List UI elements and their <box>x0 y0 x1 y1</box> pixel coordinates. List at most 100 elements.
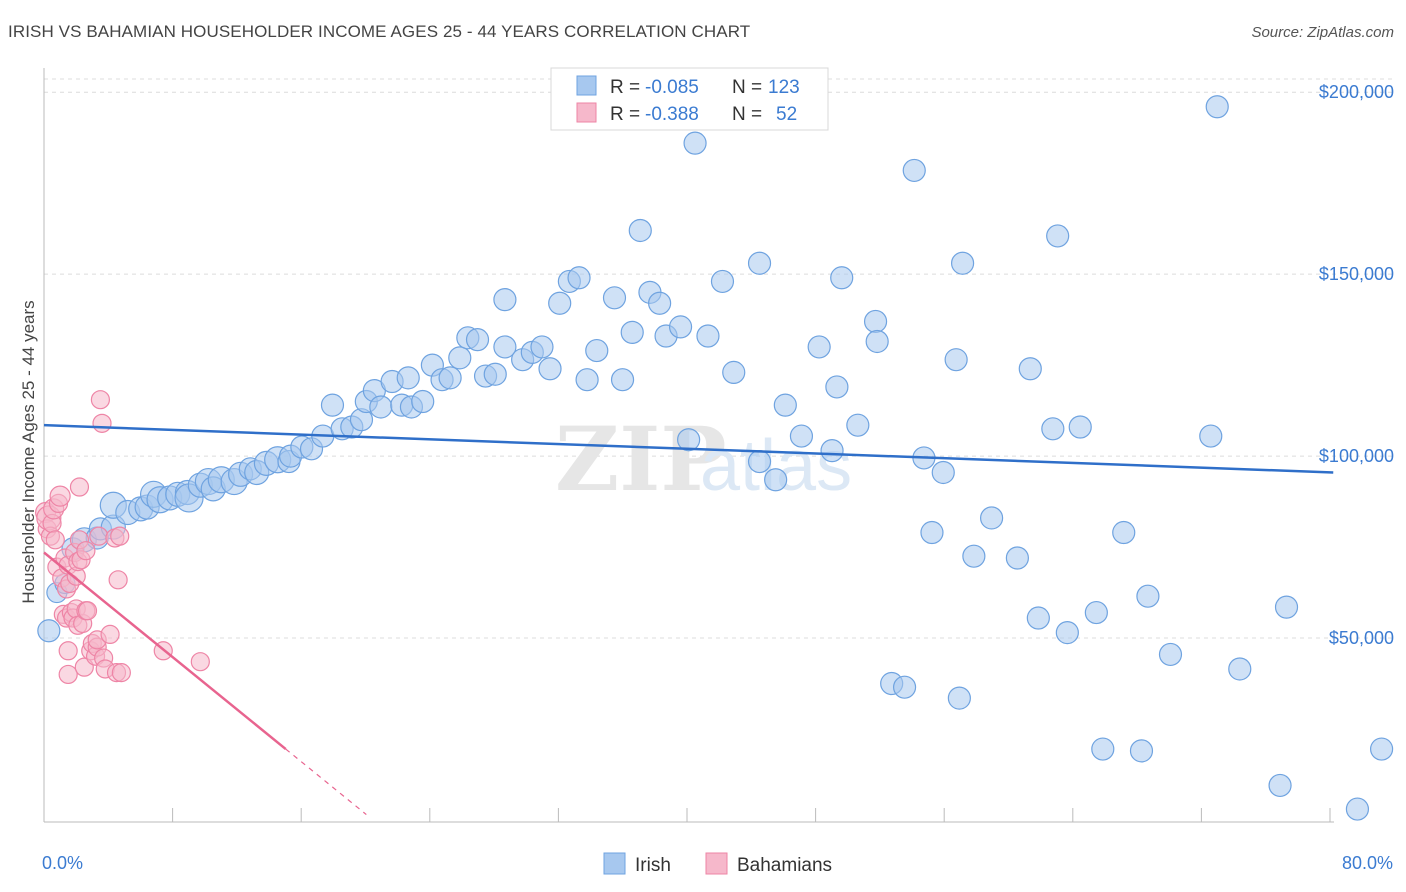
irish-point <box>950 251 975 275</box>
irish-point <box>465 328 490 352</box>
irish-point <box>764 468 788 492</box>
irish-point <box>773 393 797 417</box>
bahamians-point <box>49 485 71 507</box>
irish-point <box>1018 357 1042 381</box>
legend-r-value-irish: -0.085 <box>645 77 699 98</box>
legend-n-label-bahamians: N = <box>732 104 762 125</box>
irish-point <box>448 346 472 370</box>
irish-point <box>1268 773 1292 798</box>
irish-point <box>1158 642 1183 667</box>
irish-point <box>628 218 652 243</box>
irish-point <box>483 362 507 386</box>
irish-point <box>1274 595 1299 619</box>
irish-point <box>538 357 562 381</box>
chart-source: Source: ZipAtlas.com <box>1251 24 1394 41</box>
irish-point <box>602 286 627 310</box>
scatter-points <box>35 95 1394 821</box>
irish-point <box>567 266 591 290</box>
irish-point <box>530 335 554 359</box>
legend-n-label-irish: N = <box>732 77 762 98</box>
legend-swatch-irish <box>576 75 597 96</box>
bahamians-point <box>77 601 98 621</box>
irish-point <box>920 520 944 545</box>
bahamians-point <box>90 390 111 410</box>
irish-point <box>320 393 345 417</box>
legend-bottom-label-bahamians: Bahamians <box>737 855 832 876</box>
irish-point <box>789 424 814 448</box>
irish-point <box>548 291 572 315</box>
irish-point <box>962 544 986 568</box>
y-tick-label: $50,000 <box>1329 628 1394 648</box>
watermark-atlas: atlas <box>700 426 852 506</box>
irish-point <box>575 368 599 392</box>
bahamians-point <box>58 664 78 685</box>
legend-swatch-bahamians <box>576 102 597 123</box>
irish-point <box>438 366 462 390</box>
tick-labels: $50,000 $100,000 $150,000 $200,000 0.0% 80.0% <box>42 82 1394 873</box>
y-axis-label: Householder Income Ages 25 - 44 years <box>19 300 38 603</box>
irish-point <box>865 329 889 354</box>
irish-point <box>677 428 701 452</box>
irish-point <box>1046 224 1070 248</box>
irish-point <box>747 251 772 275</box>
irish-point <box>1112 520 1136 545</box>
irish-point <box>1041 417 1065 441</box>
irish-point <box>411 389 435 414</box>
irish-trend-line <box>43 423 1334 474</box>
legend-bottom-swatch-irish <box>603 852 626 875</box>
bahamians-point <box>92 413 112 433</box>
irish-point <box>710 269 735 294</box>
irish-point <box>1136 584 1160 608</box>
irish-point <box>863 309 888 334</box>
irish-point <box>807 335 831 359</box>
legend-r-value-bahamians: -0.388 <box>645 104 699 125</box>
irish-point <box>620 320 644 344</box>
irish-point <box>892 675 917 699</box>
irish-point <box>747 449 772 474</box>
irish-point <box>979 506 1004 530</box>
bahamians-point <box>69 477 90 497</box>
legend-r-label-irish: R = <box>610 77 640 98</box>
irish-point <box>696 324 720 348</box>
irish-point <box>1205 95 1229 119</box>
legend-bottom-swatch-bahamians <box>705 852 728 875</box>
bahamians-trend-extension <box>285 748 367 816</box>
irish-point <box>1026 606 1050 630</box>
irish-point <box>1369 737 1394 761</box>
irish-point <box>369 395 393 419</box>
irish-point <box>825 375 849 399</box>
irish-point <box>396 366 420 390</box>
x-tick-label-min: 0.0% <box>42 853 83 873</box>
irish-point <box>820 439 844 463</box>
irish-point <box>585 338 609 363</box>
trend-lines <box>43 423 1334 816</box>
bahamians-point <box>100 624 120 645</box>
bahamians-point <box>111 663 131 683</box>
irish-point <box>668 315 693 339</box>
irish-point <box>1055 620 1079 645</box>
series-legend: Irish Bahamians <box>603 852 832 876</box>
irish-point <box>1228 657 1252 681</box>
irish-point <box>1345 797 1370 821</box>
bahamians-point <box>110 526 130 546</box>
irish-point <box>947 686 971 710</box>
irish-point <box>1084 600 1108 625</box>
irish-point <box>1005 546 1029 570</box>
irish-point <box>1199 424 1223 448</box>
bahamians-point <box>76 541 96 561</box>
watermark: ZIP atlas <box>555 407 852 511</box>
y-tick-label: $150,000 <box>1319 264 1394 284</box>
watermark-zip: ZIP <box>555 407 727 511</box>
irish-point <box>493 288 517 312</box>
irish-point <box>37 619 61 643</box>
bahamians-point <box>89 526 109 546</box>
x-tick-label-max: 80.0% <box>1342 853 1393 873</box>
legend-bottom-label-irish: Irish <box>635 855 671 876</box>
bahamians-point <box>190 652 210 672</box>
bahamians-point <box>58 641 78 661</box>
irish-point <box>1129 739 1154 763</box>
bahamians-trend-line <box>43 551 287 751</box>
irish-point <box>1068 415 1092 439</box>
legend-r-label-bahamians: R = <box>610 104 640 125</box>
irish-point <box>1091 737 1115 761</box>
